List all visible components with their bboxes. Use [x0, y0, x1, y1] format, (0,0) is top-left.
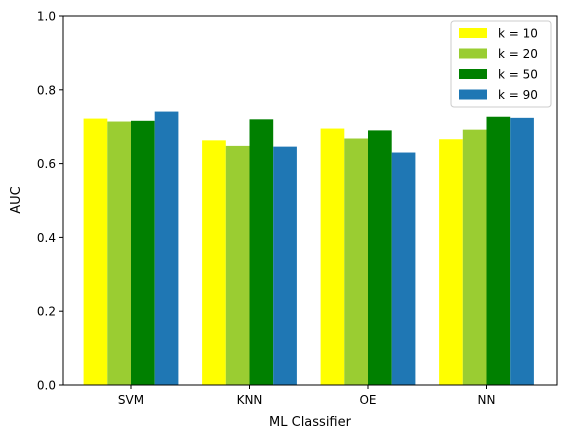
y-tick-label: 0.6 — [37, 157, 56, 171]
bar-svm-4 — [154, 111, 179, 385]
legend-swatch — [459, 89, 487, 100]
x-axis: SVM KNN OE NN — [118, 385, 496, 407]
legend-swatch — [459, 69, 487, 79]
y-tick-label: 1.0 — [37, 10, 56, 24]
legend: k = 10 k = 20 k = 50 k = 90 — [450, 20, 552, 108]
y-tick-label: 0.2 — [37, 305, 56, 319]
legend-swatch — [459, 48, 487, 59]
legend-label: k = 10 — [498, 27, 538, 41]
legend-label: k = 50 — [498, 68, 538, 82]
plot-frame — [62, 15, 558, 386]
legend-swatch — [459, 28, 487, 38]
bar-knn-1 — [202, 140, 226, 385]
bar-oe-2 — [344, 138, 368, 385]
bar-svm-3 — [131, 120, 155, 386]
x-tick-label: SVM — [118, 393, 144, 407]
bars-group — [83, 111, 534, 386]
bar-oe-4 — [391, 152, 416, 385]
bar-knn-4 — [273, 146, 297, 385]
legend-box — [450, 20, 552, 108]
bar-nn-3 — [486, 116, 511, 386]
bar-nn-4 — [510, 117, 534, 385]
bar-knn-2 — [225, 145, 250, 385]
bar-svm-2 — [107, 121, 131, 385]
bar-nn-2 — [462, 129, 487, 385]
y-tick-label: 0.8 — [37, 83, 56, 97]
x-tick-label: OE — [359, 393, 376, 407]
legend-label: k = 90 — [498, 88, 538, 102]
bar-nn-1 — [439, 139, 463, 385]
bar-oe-3 — [368, 130, 392, 385]
y-tick-label: 0.0 — [37, 379, 56, 393]
y-axis-label: AUC — [9, 186, 24, 214]
bar-svm-1 — [83, 118, 108, 385]
bar-oe-1 — [320, 128, 345, 386]
y-tick-label: 0.4 — [37, 231, 56, 245]
x-tick-label: KNN — [237, 393, 263, 407]
bar-knn-3 — [249, 119, 274, 385]
x-axis-label: ML Classifier — [269, 415, 352, 430]
y-axis: 0.0 0.2 0.4 0.6 0.8 1.0 — [37, 10, 63, 393]
x-tick-label: NN — [478, 393, 496, 407]
legend-label: k = 20 — [498, 47, 538, 61]
